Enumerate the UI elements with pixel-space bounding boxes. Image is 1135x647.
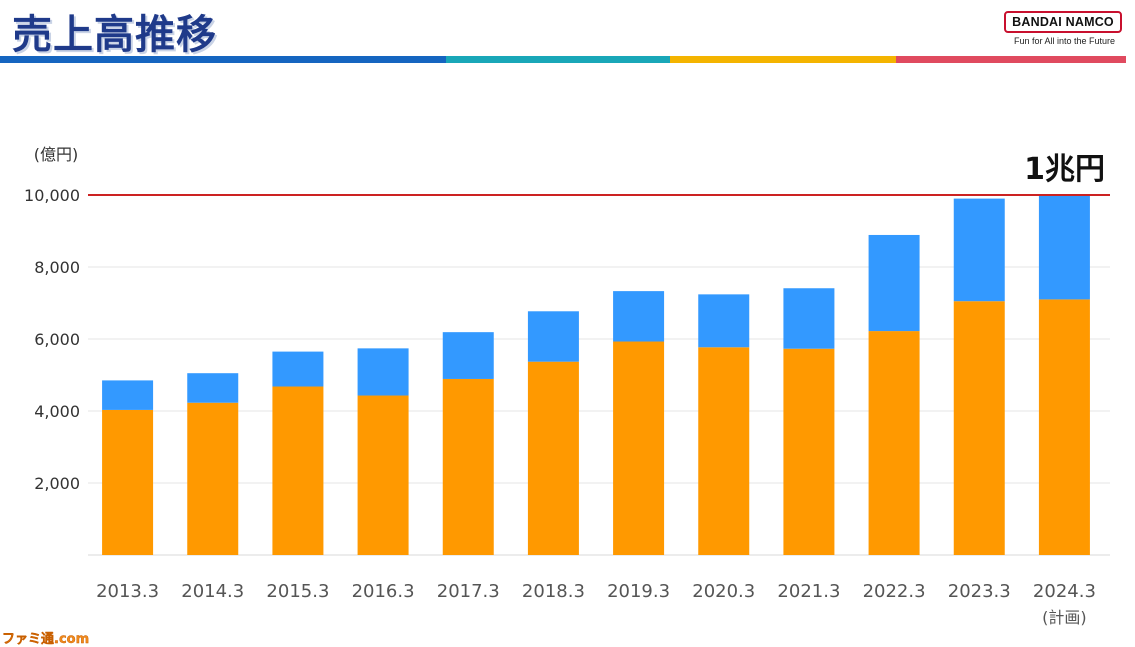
x-tick-label: 2017.3 xyxy=(437,581,500,602)
x-tick-label: 2016.3 xyxy=(352,581,415,602)
brand-name: BANDAI NAMCO xyxy=(1004,11,1122,33)
x-tick-label: 2018.3 xyxy=(522,581,585,602)
bar-segment-lower xyxy=(783,348,835,555)
page-title: 売上高推移 xyxy=(12,12,217,58)
y-tick-label: 10,000 xyxy=(24,186,80,205)
watermark: ファミ通.com xyxy=(2,632,90,647)
x-tick-note: (計画) xyxy=(1042,608,1087,627)
x-tick-label: 2024.3 xyxy=(1033,581,1096,602)
bar-segment-lower xyxy=(613,341,665,555)
bar-segment-upper xyxy=(187,373,239,403)
stripe-blue xyxy=(0,56,450,63)
y-tick-label: 6,000 xyxy=(34,330,80,349)
bar-segment-lower xyxy=(442,378,494,555)
stripe-yellow xyxy=(670,56,900,63)
bar-segment-upper xyxy=(953,198,1005,302)
x-tick-label: 2021.3 xyxy=(777,581,840,602)
bar-segment-lower xyxy=(272,386,324,555)
bar-segment-lower xyxy=(102,409,154,555)
x-tick-label: 2014.3 xyxy=(181,581,244,602)
bar-segment-lower xyxy=(527,361,579,555)
stripe-pink xyxy=(896,56,1126,63)
x-tick-label: 2020.3 xyxy=(692,581,755,602)
y-tick-label: 8,000 xyxy=(34,258,80,277)
bar-segment-lower xyxy=(187,402,239,555)
stripe-teal xyxy=(446,56,674,63)
x-tick-label: 2019.3 xyxy=(607,581,670,602)
x-tick-label: 2013.3 xyxy=(96,581,159,602)
bar-segment-upper xyxy=(868,234,920,332)
bar-segment-lower xyxy=(698,347,750,555)
bar-segment-lower xyxy=(1038,299,1090,555)
bar-segment-upper xyxy=(357,348,409,396)
bar-segment-upper xyxy=(698,294,750,348)
bar-segment-lower xyxy=(357,395,409,555)
y-axis-label: (億円) xyxy=(34,145,79,164)
bar-segment-upper xyxy=(1038,195,1090,300)
bar-segment-lower xyxy=(868,331,920,555)
x-tick-label: 2022.3 xyxy=(863,581,926,602)
brand-logo: BANDAI NAMCO Fun for All into the Future xyxy=(1004,11,1124,51)
bar-segment-upper xyxy=(613,291,665,342)
y-tick-label: 4,000 xyxy=(34,402,80,421)
y-tick-label: 2,000 xyxy=(34,474,80,493)
bar-segment-upper xyxy=(102,380,154,410)
bar-segment-lower xyxy=(953,301,1005,555)
bar-segment-upper xyxy=(527,311,579,362)
reference-line-label: 1兆円 xyxy=(1024,152,1105,187)
x-tick-label: 2015.3 xyxy=(266,581,329,602)
bar-segment-upper xyxy=(272,351,324,387)
x-tick-label: 2023.3 xyxy=(948,581,1011,602)
bar-segment-upper xyxy=(442,332,494,379)
brand-tagline: Fun for All into the Future xyxy=(1014,36,1116,46)
bar-segment-upper xyxy=(783,288,835,349)
